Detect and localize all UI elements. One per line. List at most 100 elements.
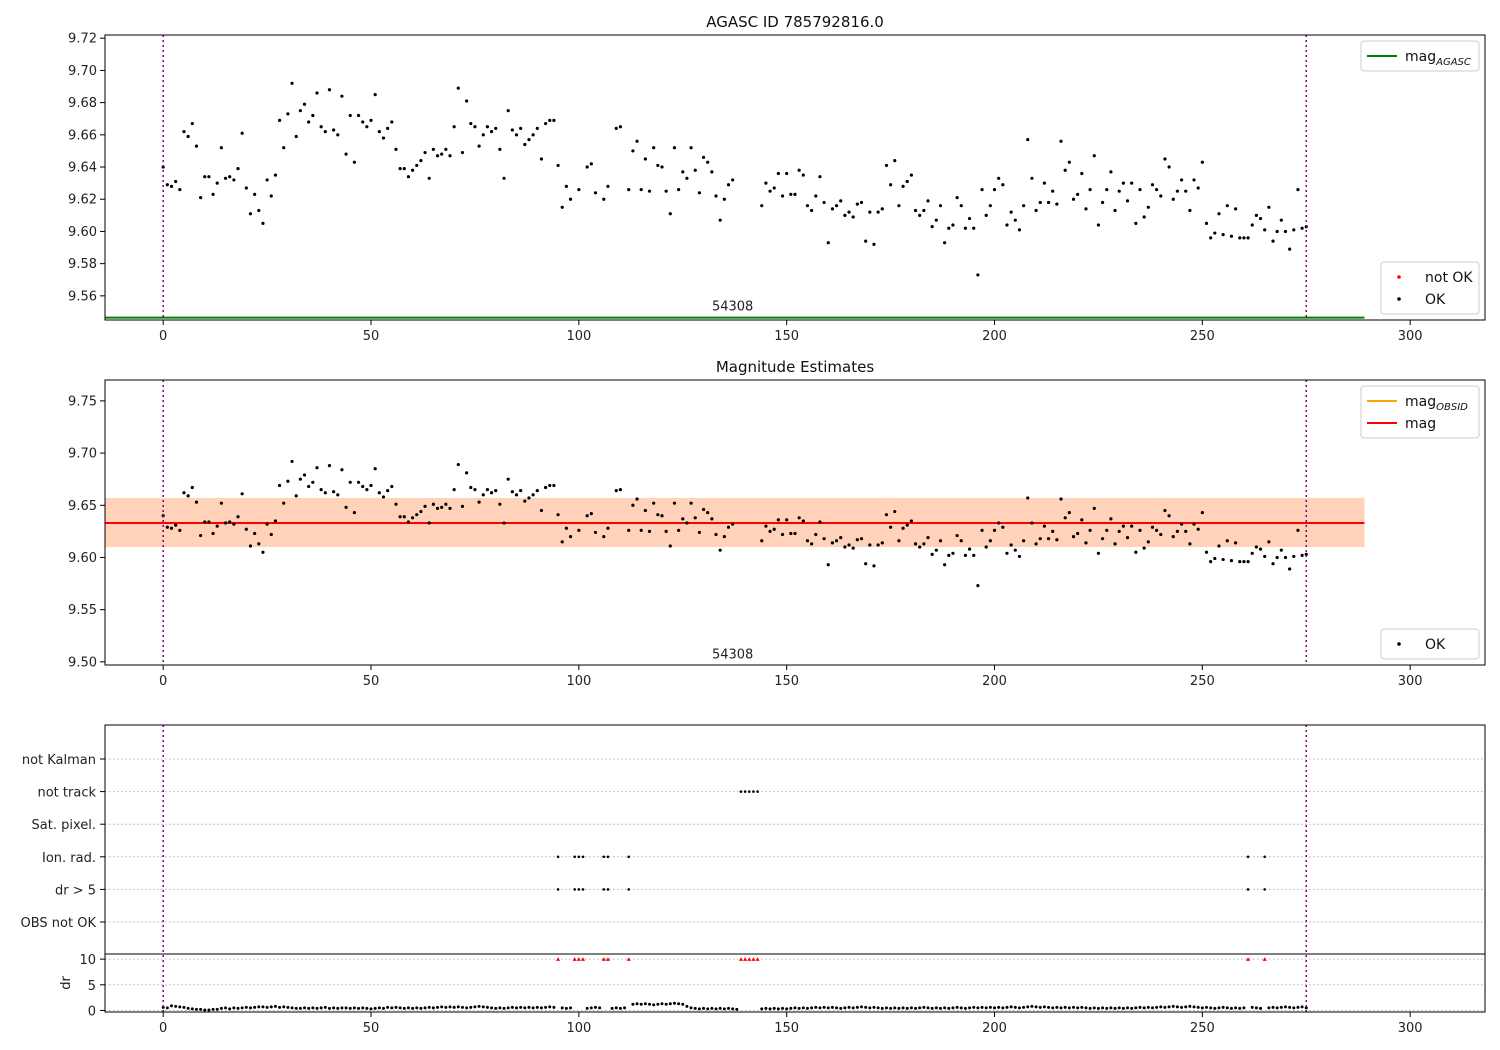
agasc-ok-point [1196, 186, 1200, 190]
estimates-ok-point [539, 508, 544, 513]
agasc-ok-point [199, 196, 203, 200]
estimates-ok-point [851, 546, 855, 550]
estimates-ok-point [319, 488, 323, 492]
flags-dr-point [448, 1005, 452, 1009]
flags-dr-point [826, 1006, 830, 1010]
flags-dr-point [914, 1006, 918, 1010]
agasc-ok-point [523, 142, 527, 147]
flags-dr-point [502, 1006, 506, 1010]
estimates-ok-point [277, 483, 282, 488]
agasc-ok-point [1188, 208, 1192, 213]
agasc-ok-point [236, 167, 240, 171]
flags-dr-point [714, 1007, 718, 1011]
agasc-ok-point [548, 118, 552, 122]
estimates-ok-point [689, 501, 693, 505]
agasc-ok-point [780, 194, 785, 198]
estimates-ok-point [286, 479, 290, 483]
flags-dr-point [415, 1006, 419, 1010]
agasc-ok-point [560, 205, 564, 209]
flags-dr-point [1105, 1006, 1109, 1010]
estimates-ok-point [440, 505, 444, 509]
flags-dr-point [593, 1005, 597, 1009]
flags-dr-point [248, 1006, 252, 1010]
flags-row-label: not Kalman [22, 753, 96, 768]
agasc-ok-point [1034, 208, 1038, 213]
agasc-ok-point [564, 184, 568, 188]
estimates-ok-point [951, 551, 955, 555]
estimates-ok-point [290, 459, 294, 464]
estimates-ok-point [893, 509, 897, 514]
flags-dr-point [668, 1002, 672, 1006]
flags-dr-point [1259, 1006, 1263, 1010]
estimates-ok-point [1225, 539, 1229, 543]
flags-dr-point [294, 1006, 298, 1010]
agasc-legend-bottom-right: not OK OK [1380, 261, 1480, 315]
agasc-ok-point [240, 131, 244, 135]
flags-plot-area [105, 758, 1485, 1012]
flags-dr-point [381, 1006, 385, 1010]
flags-dr-point [1175, 1005, 1179, 1009]
agasc-ok-point [677, 187, 681, 192]
agasc-ytick-label: 9.58 [68, 257, 97, 272]
estimates-ok-point [311, 480, 315, 484]
flags-dr-point [876, 1006, 880, 1010]
agasc-xtick-label: 300 [1398, 329, 1423, 344]
estimates-ok-point [1022, 539, 1026, 543]
flags-dr-point [1292, 1006, 1296, 1010]
estimates-ok-point [1196, 527, 1200, 531]
flags-xtick-label: 100 [566, 1021, 591, 1036]
agasc-ok-point [477, 144, 481, 148]
agasc-ok-point [552, 118, 556, 122]
flags-dr-point [1017, 1006, 1021, 1010]
agasc-ok-point [913, 208, 918, 213]
estimates-ok-point [548, 483, 552, 488]
estimates-ok-point [789, 531, 793, 536]
flags-dr-point [781, 1006, 785, 1010]
estimates-ok-point [672, 501, 677, 505]
flags-dr-point [656, 1002, 660, 1006]
estimates-ok-point [810, 542, 814, 546]
estimates-ok-point [323, 491, 327, 495]
agasc-ok-point [972, 226, 976, 230]
estimates-ok-point [934, 548, 938, 552]
agasc-ok-point [381, 136, 386, 140]
flags-dr-point [810, 1006, 814, 1010]
estimates-ok-point [344, 505, 348, 509]
flags-dr-point [685, 1004, 689, 1008]
agasc-ok-point [1175, 189, 1180, 193]
estimates-ok-point [1179, 522, 1184, 526]
estimates-ok-point [1275, 555, 1279, 560]
flags-flag-point [602, 855, 606, 859]
flags-dr-point [1188, 1004, 1192, 1008]
estimates-ok-point [577, 528, 581, 532]
agasc-ok-point [1279, 218, 1283, 222]
agasc-legend-label: not OK [1425, 270, 1473, 286]
estimates-ok-point [905, 523, 909, 527]
agasc-ok-point [685, 176, 689, 180]
agasc-ok-point [955, 196, 959, 200]
estimates-ok-point [560, 540, 564, 544]
agasc-ok-point [918, 213, 922, 217]
estimates-ok-point [315, 466, 319, 470]
estimates-ytick-label: 9.65 [68, 499, 97, 514]
estimates-ok-point [1242, 560, 1246, 564]
agasc-ok-point [776, 171, 780, 176]
agasc-ok-point [668, 212, 672, 216]
agasc-ok-point [938, 204, 943, 208]
estimates-ok-point [922, 542, 926, 546]
estimates-ok-point [938, 539, 943, 543]
flags-dr-point [976, 1006, 980, 1010]
estimates-ytick-label: 9.75 [68, 394, 97, 409]
estimates-ok-point [1046, 537, 1051, 541]
estimates-ok-point [918, 545, 922, 549]
flags-dr-clipped-marker [755, 957, 760, 961]
agasc-ok-point [1080, 171, 1084, 176]
agasc-ok-point [656, 163, 660, 168]
flags-dr-point [1180, 1005, 1184, 1009]
agasc-ok-point [710, 170, 714, 174]
agasc-ok-point [203, 175, 207, 179]
agasc-ok-point [1113, 208, 1117, 213]
estimates-ok-point [1150, 525, 1155, 529]
agasc-ytick-label: 9.68 [68, 96, 97, 111]
flags-dr-point [1101, 1006, 1105, 1010]
